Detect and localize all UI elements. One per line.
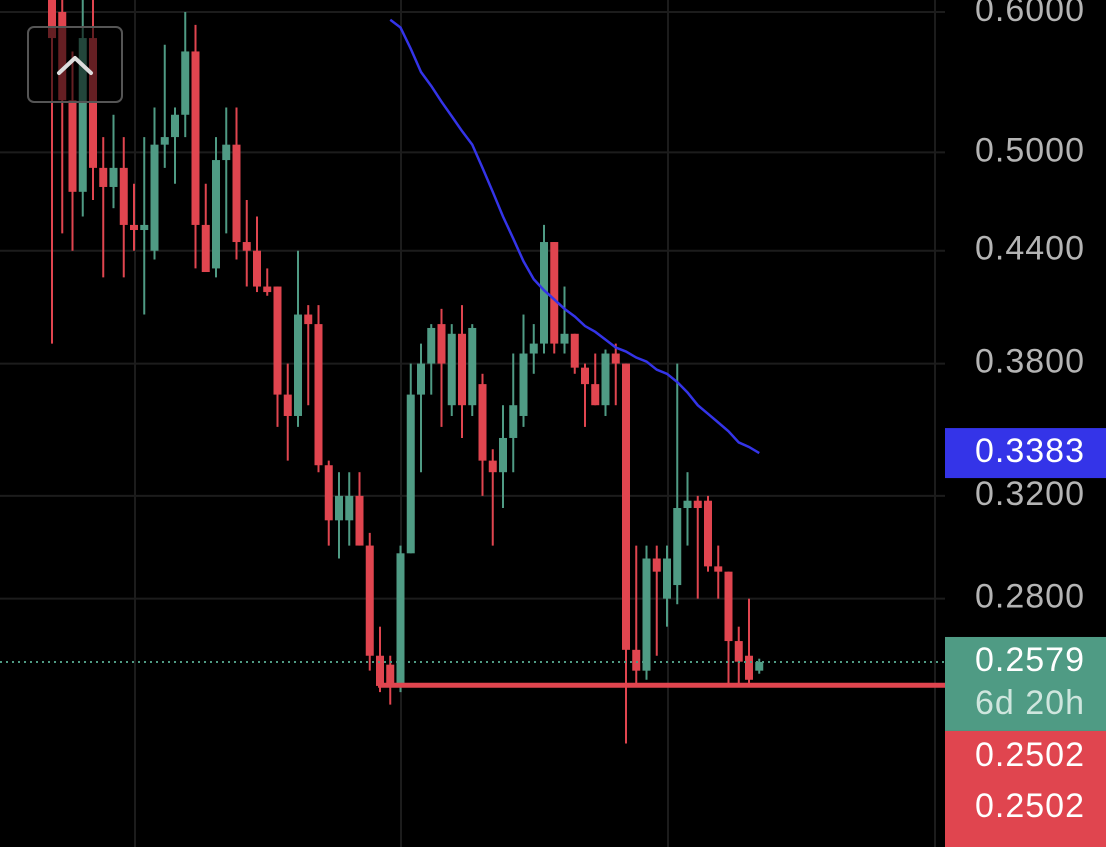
candle-body: [109, 167, 118, 187]
candle-body: [724, 571, 733, 642]
candle-body: [99, 167, 108, 187]
y-tick-label: 0.2800: [975, 578, 1085, 616]
candle-body: [417, 363, 425, 395]
candle-body: [48, 0, 56, 39]
candle-body: [365, 545, 374, 656]
candle-body: [693, 500, 702, 509]
candle-body: [437, 324, 446, 364]
candle-body: [509, 405, 518, 438]
level-badge-label: 0.2502: [975, 736, 1085, 774]
candle-body: [253, 250, 261, 287]
ma-badge: [945, 428, 1106, 479]
candle-body: [652, 558, 661, 572]
candle-body: [345, 495, 354, 521]
y-tick-label: 0.3200: [975, 475, 1085, 513]
v-grid: [134, 0, 936, 847]
candle-body: [519, 353, 528, 416]
candle-body: [468, 327, 477, 406]
candle-body: [755, 661, 764, 671]
candle-body: [396, 553, 405, 686]
candle-body: [458, 333, 466, 406]
y-tick-label: 0.5000: [975, 131, 1085, 169]
candle-body: [488, 460, 497, 473]
candle-body: [324, 465, 333, 521]
candle-body: [529, 343, 538, 354]
candle-body: [581, 367, 589, 385]
candle-body: [232, 144, 241, 243]
plot: [0, 0, 945, 744]
price-badge: [945, 636, 1106, 731]
y-tick-label: 0.4400: [975, 230, 1085, 268]
candle-body: [222, 144, 231, 161]
candle-body: [130, 224, 138, 231]
candle-body: [376, 655, 384, 686]
candle-body: [570, 333, 579, 368]
candle-body: [150, 144, 159, 251]
candle-body: [304, 314, 313, 325]
candle-body: [478, 384, 487, 461]
candle-body: [78, 38, 87, 192]
price-badge-label: 0.2579: [975, 641, 1085, 679]
candle-body: [242, 242, 251, 251]
candle-body: [119, 167, 128, 225]
candle-body: [632, 649, 641, 671]
y-tick-label: 0.3800: [975, 343, 1085, 381]
candle-body: [540, 242, 548, 344]
candle-body: [673, 508, 682, 586]
button-frame[interactable]: [27, 26, 123, 103]
candle-body: [191, 51, 200, 225]
candle-body: [68, 100, 77, 192]
candle-body: [212, 160, 220, 269]
candle-body: [294, 314, 302, 416]
candle-body: [550, 242, 559, 344]
candle-body: [560, 333, 569, 344]
level-badge-label: 0.2502: [975, 787, 1085, 825]
chevron-up-icon[interactable]: [57, 56, 93, 75]
candle-body: [601, 353, 610, 406]
candle-body: [386, 664, 395, 686]
candle-body: [160, 137, 169, 145]
candle-body: [427, 327, 436, 364]
candle-body: [499, 437, 507, 473]
collapse-button[interactable]: [27, 26, 123, 103]
candle-body: [171, 114, 179, 138]
candle-body: [611, 353, 620, 364]
candle-body: [406, 394, 415, 554]
moving-average: [389, 18, 760, 455]
y-tick-label: 0.6000: [975, 0, 1085, 29]
candle-body: [447, 333, 456, 406]
ma-badge-label: 0.3383: [975, 432, 1085, 470]
candle-body: [201, 224, 210, 273]
candle-body: [663, 558, 671, 599]
countdown-label: 6d 20h: [975, 684, 1085, 722]
candle-body: [335, 495, 343, 521]
candle-body: [591, 384, 600, 406]
candle-body: [355, 495, 364, 546]
candle-body: [140, 224, 149, 231]
candle-body: [642, 558, 651, 671]
candle-body: [745, 655, 753, 680]
candle-body: [734, 641, 743, 662]
candle-body: [273, 286, 282, 395]
candle-body: [181, 51, 190, 115]
candle-body: [263, 286, 272, 293]
candle-body: [704, 500, 712, 567]
candle-body: [314, 324, 323, 466]
candle-body: [283, 394, 292, 416]
level-badge: [945, 730, 1106, 847]
candle-body: [714, 566, 723, 572]
candle-body: [622, 363, 630, 650]
candle-body: [683, 500, 692, 509]
